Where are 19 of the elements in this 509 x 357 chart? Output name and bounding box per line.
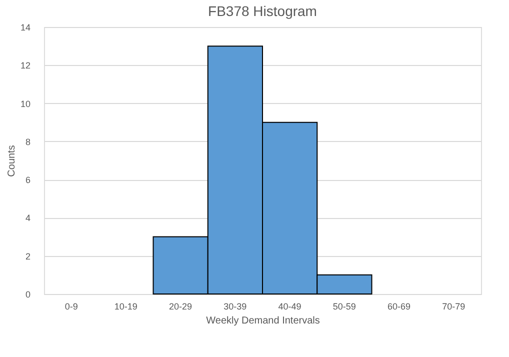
y-tick-label: 12 [20,60,30,71]
x-tick-label: 40-49 [278,302,302,312]
y-tick-label: 2 [25,251,30,262]
chart-title: FB378 Histogram [208,3,317,19]
x-tick-label: 50-59 [332,302,356,312]
y-tick-label: 10 [20,98,30,109]
y-tick-label: 8 [25,136,30,147]
y-tick-label: 0 [25,290,30,300]
y-tick-label: 14 [20,22,30,32]
x-tick-label: 60-69 [388,302,411,312]
y-tick-label: 6 [25,175,30,186]
y-axis-title: Counts [6,145,18,177]
y-tick-label: 4 [25,213,30,224]
x-tick-label: 20-29 [169,302,192,312]
x-tick-label: 10-19 [114,302,138,312]
x-tick-label: 30-39 [224,302,247,312]
x-axis-title: Weekly Demand Intervals [206,316,320,326]
x-tick-label: 0-9 [64,302,78,312]
x-tick-label: 70-79 [442,302,466,312]
